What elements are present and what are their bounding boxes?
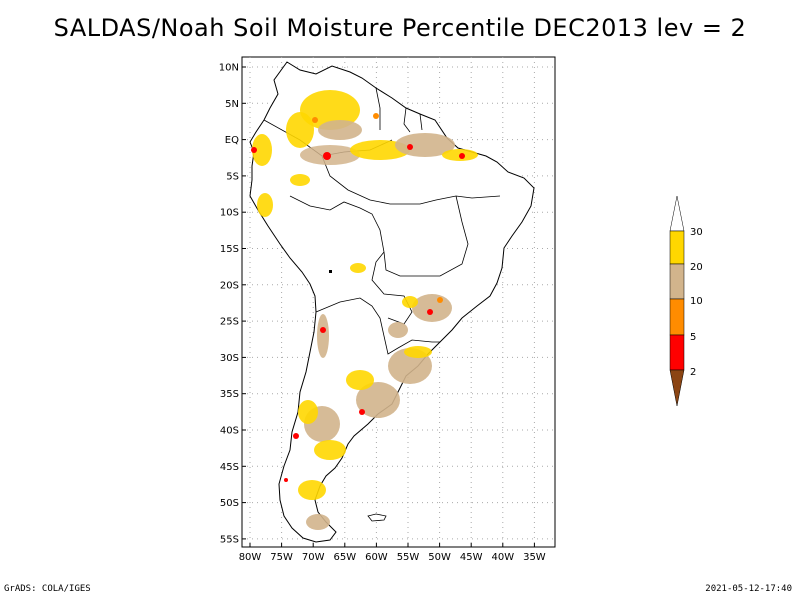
shade-west-yellow — [252, 134, 272, 166]
lon-tick-label: 50W — [428, 552, 451, 563]
colorbar-top-triangle — [669, 195, 685, 232]
shade-orange-3 — [437, 297, 443, 303]
lon-tick-label: 40W — [491, 552, 514, 563]
lat-tick-label: 5N — [225, 99, 239, 110]
shade-red-7 — [320, 327, 326, 333]
lon-tick-label: 35W — [523, 552, 546, 563]
shade-pampa-yellow — [346, 370, 374, 390]
colorbar: 30 20 10 5 2 — [669, 195, 703, 407]
colorbar-label-20: 20 — [690, 262, 703, 273]
lat-tick-label: 40S — [220, 426, 239, 437]
lake-titicaca — [329, 270, 332, 273]
lon-tick-label: 65W — [333, 552, 356, 563]
shade-red-5 — [427, 309, 433, 315]
shade-uruguay-yellow — [404, 346, 432, 358]
lat-tick-label: 10S — [220, 208, 239, 219]
lon-tick-label: 70W — [302, 552, 325, 563]
shade-red-9 — [284, 478, 288, 482]
lat-tick-label: 55S — [220, 534, 239, 545]
shade-orange-1 — [312, 117, 318, 123]
lat-tick-label: 20S — [220, 280, 239, 291]
shade-north-tan — [318, 120, 362, 140]
lat-tick-label: EQ — [225, 135, 239, 146]
colorbar-label-10: 10 — [690, 296, 703, 307]
percentile-shading — [251, 90, 478, 530]
shade-guiana-tan — [395, 133, 455, 157]
lat-tick-label: 45S — [220, 462, 239, 473]
lat-tick-label: 5S — [226, 171, 239, 182]
lat-tick-label: 35S — [220, 389, 239, 400]
shade-patagonia-yellow2 — [314, 440, 346, 460]
shade-red-8 — [293, 433, 299, 439]
shade-red-6 — [359, 409, 365, 415]
lon-tick-label: 80W — [239, 552, 262, 563]
lat-tick-label: 25S — [220, 317, 239, 328]
shade-se-tan — [412, 294, 452, 322]
footer-timestamp: 2021-05-12-17:40 — [705, 584, 792, 594]
lon-tick-label: 55W — [397, 552, 420, 563]
shade-west-yellow2 — [257, 193, 273, 217]
colorbar-band-20-30 — [669, 230, 685, 265]
colorbar-band-2-5 — [669, 334, 685, 371]
lat-tick-label: 50S — [220, 498, 239, 509]
shade-parana-tan — [388, 322, 408, 338]
shade-se-yellow — [402, 296, 418, 308]
lon-tick-label: 45W — [460, 552, 483, 563]
lon-tick-label: 60W — [365, 552, 388, 563]
shade-red-3 — [407, 144, 413, 150]
shade-pampa-tan — [356, 382, 400, 418]
lat-tick-label: 30S — [220, 353, 239, 364]
shade-red-1 — [323, 152, 331, 160]
shade-amazon-yellow — [286, 112, 314, 148]
shade-patagonia-yellow — [298, 400, 318, 424]
colorbar-band-5-10 — [669, 298, 685, 336]
shade-andes-tan — [317, 314, 329, 358]
colorbar-label-5: 5 — [690, 332, 696, 343]
falkland-islands — [367, 513, 387, 522]
lat-tick-label: 10N — [219, 63, 239, 74]
shade-red-4 — [251, 147, 257, 153]
shade-interior-yellow — [290, 174, 310, 186]
colorbar-label-30: 30 — [690, 227, 703, 238]
lon-tick-label: 75W — [270, 552, 293, 563]
footer-credit: GrADS: COLA/IGES — [4, 584, 91, 594]
map-title: SALDAS/Noah Soil Moisture Percentile DEC… — [53, 14, 747, 42]
colorbar-bottom-triangle — [669, 369, 685, 407]
shade-center-yellow — [350, 263, 366, 273]
lat-tick-label: 15S — [220, 244, 239, 255]
latitude-axis: 10N 5N EQ 5S 10S 15S 20S 25S 30S 35S 40S 45S 50S 55S — [219, 63, 246, 545]
shade-red-2 — [459, 153, 465, 159]
shade-orange-2 — [373, 113, 379, 119]
colorbar-band-10-20 — [669, 263, 685, 300]
longitude-axis: 80W 75W 70W 65W 60W 55W 50W 45W 40W 35W — [239, 543, 546, 563]
colorbar-label-2: 2 — [690, 367, 696, 378]
shade-south-tan — [306, 514, 330, 530]
shade-south-yellow — [298, 480, 326, 500]
